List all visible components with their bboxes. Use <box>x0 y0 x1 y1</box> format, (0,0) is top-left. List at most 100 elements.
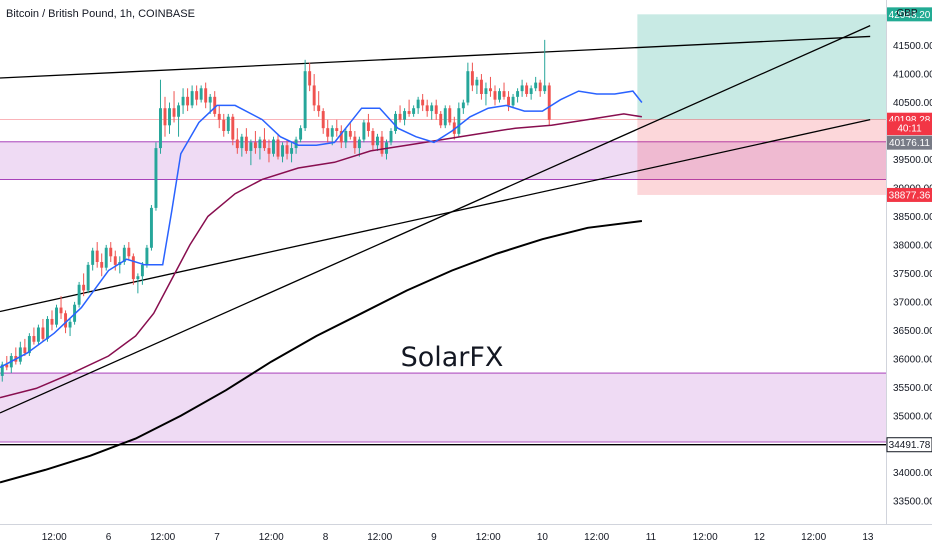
candle-body-61 <box>276 139 280 157</box>
candle-body-100 <box>452 122 456 134</box>
candle-body-109 <box>493 91 497 100</box>
y-axis-bg <box>886 0 932 550</box>
candle-body-34 <box>154 148 158 208</box>
x-tick-label: 12:00 <box>693 532 718 543</box>
candle-body-105 <box>475 79 479 86</box>
candle-body-30 <box>136 276 140 280</box>
candle-body-49 <box>222 119 226 131</box>
candle-body-50 <box>226 116 230 131</box>
candle-body-47 <box>213 96 217 114</box>
price-tag-0 <box>887 7 932 22</box>
candle-body-0 <box>0 364 4 376</box>
candle-body-110 <box>498 91 501 100</box>
price-tag-4 <box>887 187 932 202</box>
candle-body-51 <box>231 116 235 140</box>
candle-body-5 <box>23 347 27 354</box>
y-tick-label: 39500.00 <box>893 155 932 166</box>
ema50-line <box>0 113 643 399</box>
x-tick-label: 12:00 <box>42 532 67 543</box>
candle-body-37 <box>168 108 171 126</box>
candle-body-53 <box>240 136 244 149</box>
candle-body-115 <box>520 85 524 92</box>
candle-body-83 <box>375 136 379 146</box>
y-tick-label: 35500.00 <box>893 383 932 394</box>
candle-body-8 <box>36 327 40 342</box>
candle-body-18 <box>82 284 86 291</box>
candle-body-42 <box>190 91 194 106</box>
candle-body-66 <box>299 128 303 140</box>
candle-body-92 <box>416 99 420 109</box>
candle-body-111 <box>502 91 506 97</box>
chart-title: Bitcoin / British Pound, 1h, COINBASE <box>6 8 195 20</box>
y-tick-label: 38500.00 <box>893 212 932 223</box>
position-target-zone <box>637 14 886 120</box>
candle-body-46 <box>208 96 212 103</box>
candle-body-99 <box>448 108 452 123</box>
x-tick-label: 12:00 <box>801 532 826 543</box>
candle-body-44 <box>199 88 203 100</box>
candle-body-101 <box>457 108 461 134</box>
price-tag-2 <box>887 121 932 136</box>
y-tick-label: 40500.00 <box>893 98 932 109</box>
candle-body-90 <box>407 111 411 114</box>
candle-body-107 <box>484 88 488 94</box>
candle-body-39 <box>177 105 181 117</box>
candle-body-63 <box>285 145 289 154</box>
x-tick-label: 9 <box>431 532 437 543</box>
candle-body-121 <box>547 85 551 120</box>
candle-body-60 <box>272 139 275 154</box>
candle-body-19 <box>86 264 90 291</box>
candle-body-22 <box>100 262 104 268</box>
candle-body-33 <box>149 207 153 248</box>
candle-body-38 <box>172 108 176 117</box>
candle-body-117 <box>529 88 533 94</box>
x-tick-label: 11 <box>646 532 657 543</box>
x-tick-label: 12:00 <box>476 532 501 543</box>
y-tick-label: 34000.00 <box>893 468 932 479</box>
candle-body-113 <box>511 96 515 106</box>
candle-body-80 <box>362 122 366 140</box>
candle-body-120 <box>543 85 547 92</box>
candle-body-4 <box>18 347 22 362</box>
position-stop-zone <box>637 119 886 195</box>
x-tick-label: 7 <box>214 532 220 543</box>
candle-body-54 <box>244 136 248 151</box>
candle-body-10 <box>45 318 49 339</box>
candle-body-75 <box>339 131 343 143</box>
price-tag-label-4: 38877.36 <box>889 190 931 201</box>
candle-body-58 <box>262 139 266 149</box>
candle-body-119 <box>538 82 542 92</box>
y-tick-label: 36000.00 <box>893 354 932 365</box>
candle-body-69 <box>312 85 316 106</box>
candle-body-24 <box>109 247 113 257</box>
candle-body-13 <box>59 307 63 314</box>
y-tick-label: 38000.00 <box>893 240 932 251</box>
y-tick-label: 37000.00 <box>893 297 932 308</box>
candle-body-9 <box>41 327 45 339</box>
price-tag-5 <box>886 437 932 453</box>
candle-body-106 <box>479 79 483 94</box>
candle-body-114 <box>516 91 520 97</box>
candle-body-11 <box>50 318 54 325</box>
candle-body-93 <box>421 99 425 106</box>
candle-body-84 <box>380 136 384 154</box>
candle-body-41 <box>186 96 190 106</box>
candle-body-28 <box>127 247 131 257</box>
candle-body-15 <box>68 321 72 328</box>
x-tick-label: 12:00 <box>259 532 284 543</box>
candle-body-25 <box>113 256 117 265</box>
candle-body-95 <box>430 105 434 112</box>
candle-body-103 <box>466 71 470 103</box>
candle-body-81 <box>366 122 370 131</box>
x-tick-label: 8 <box>323 532 329 543</box>
candle-body-77 <box>348 131 352 137</box>
trendline-2 <box>0 25 871 414</box>
y-tick-label: 36500.00 <box>893 326 932 337</box>
y-tick-label: 37500.00 <box>893 269 932 280</box>
price-tag-label-5: 34491.78 <box>889 440 931 451</box>
candle-body-20 <box>91 250 95 265</box>
candle-body-87 <box>394 113 398 131</box>
candle-body-86 <box>389 131 393 143</box>
x-tick-label: 13 <box>862 532 874 543</box>
